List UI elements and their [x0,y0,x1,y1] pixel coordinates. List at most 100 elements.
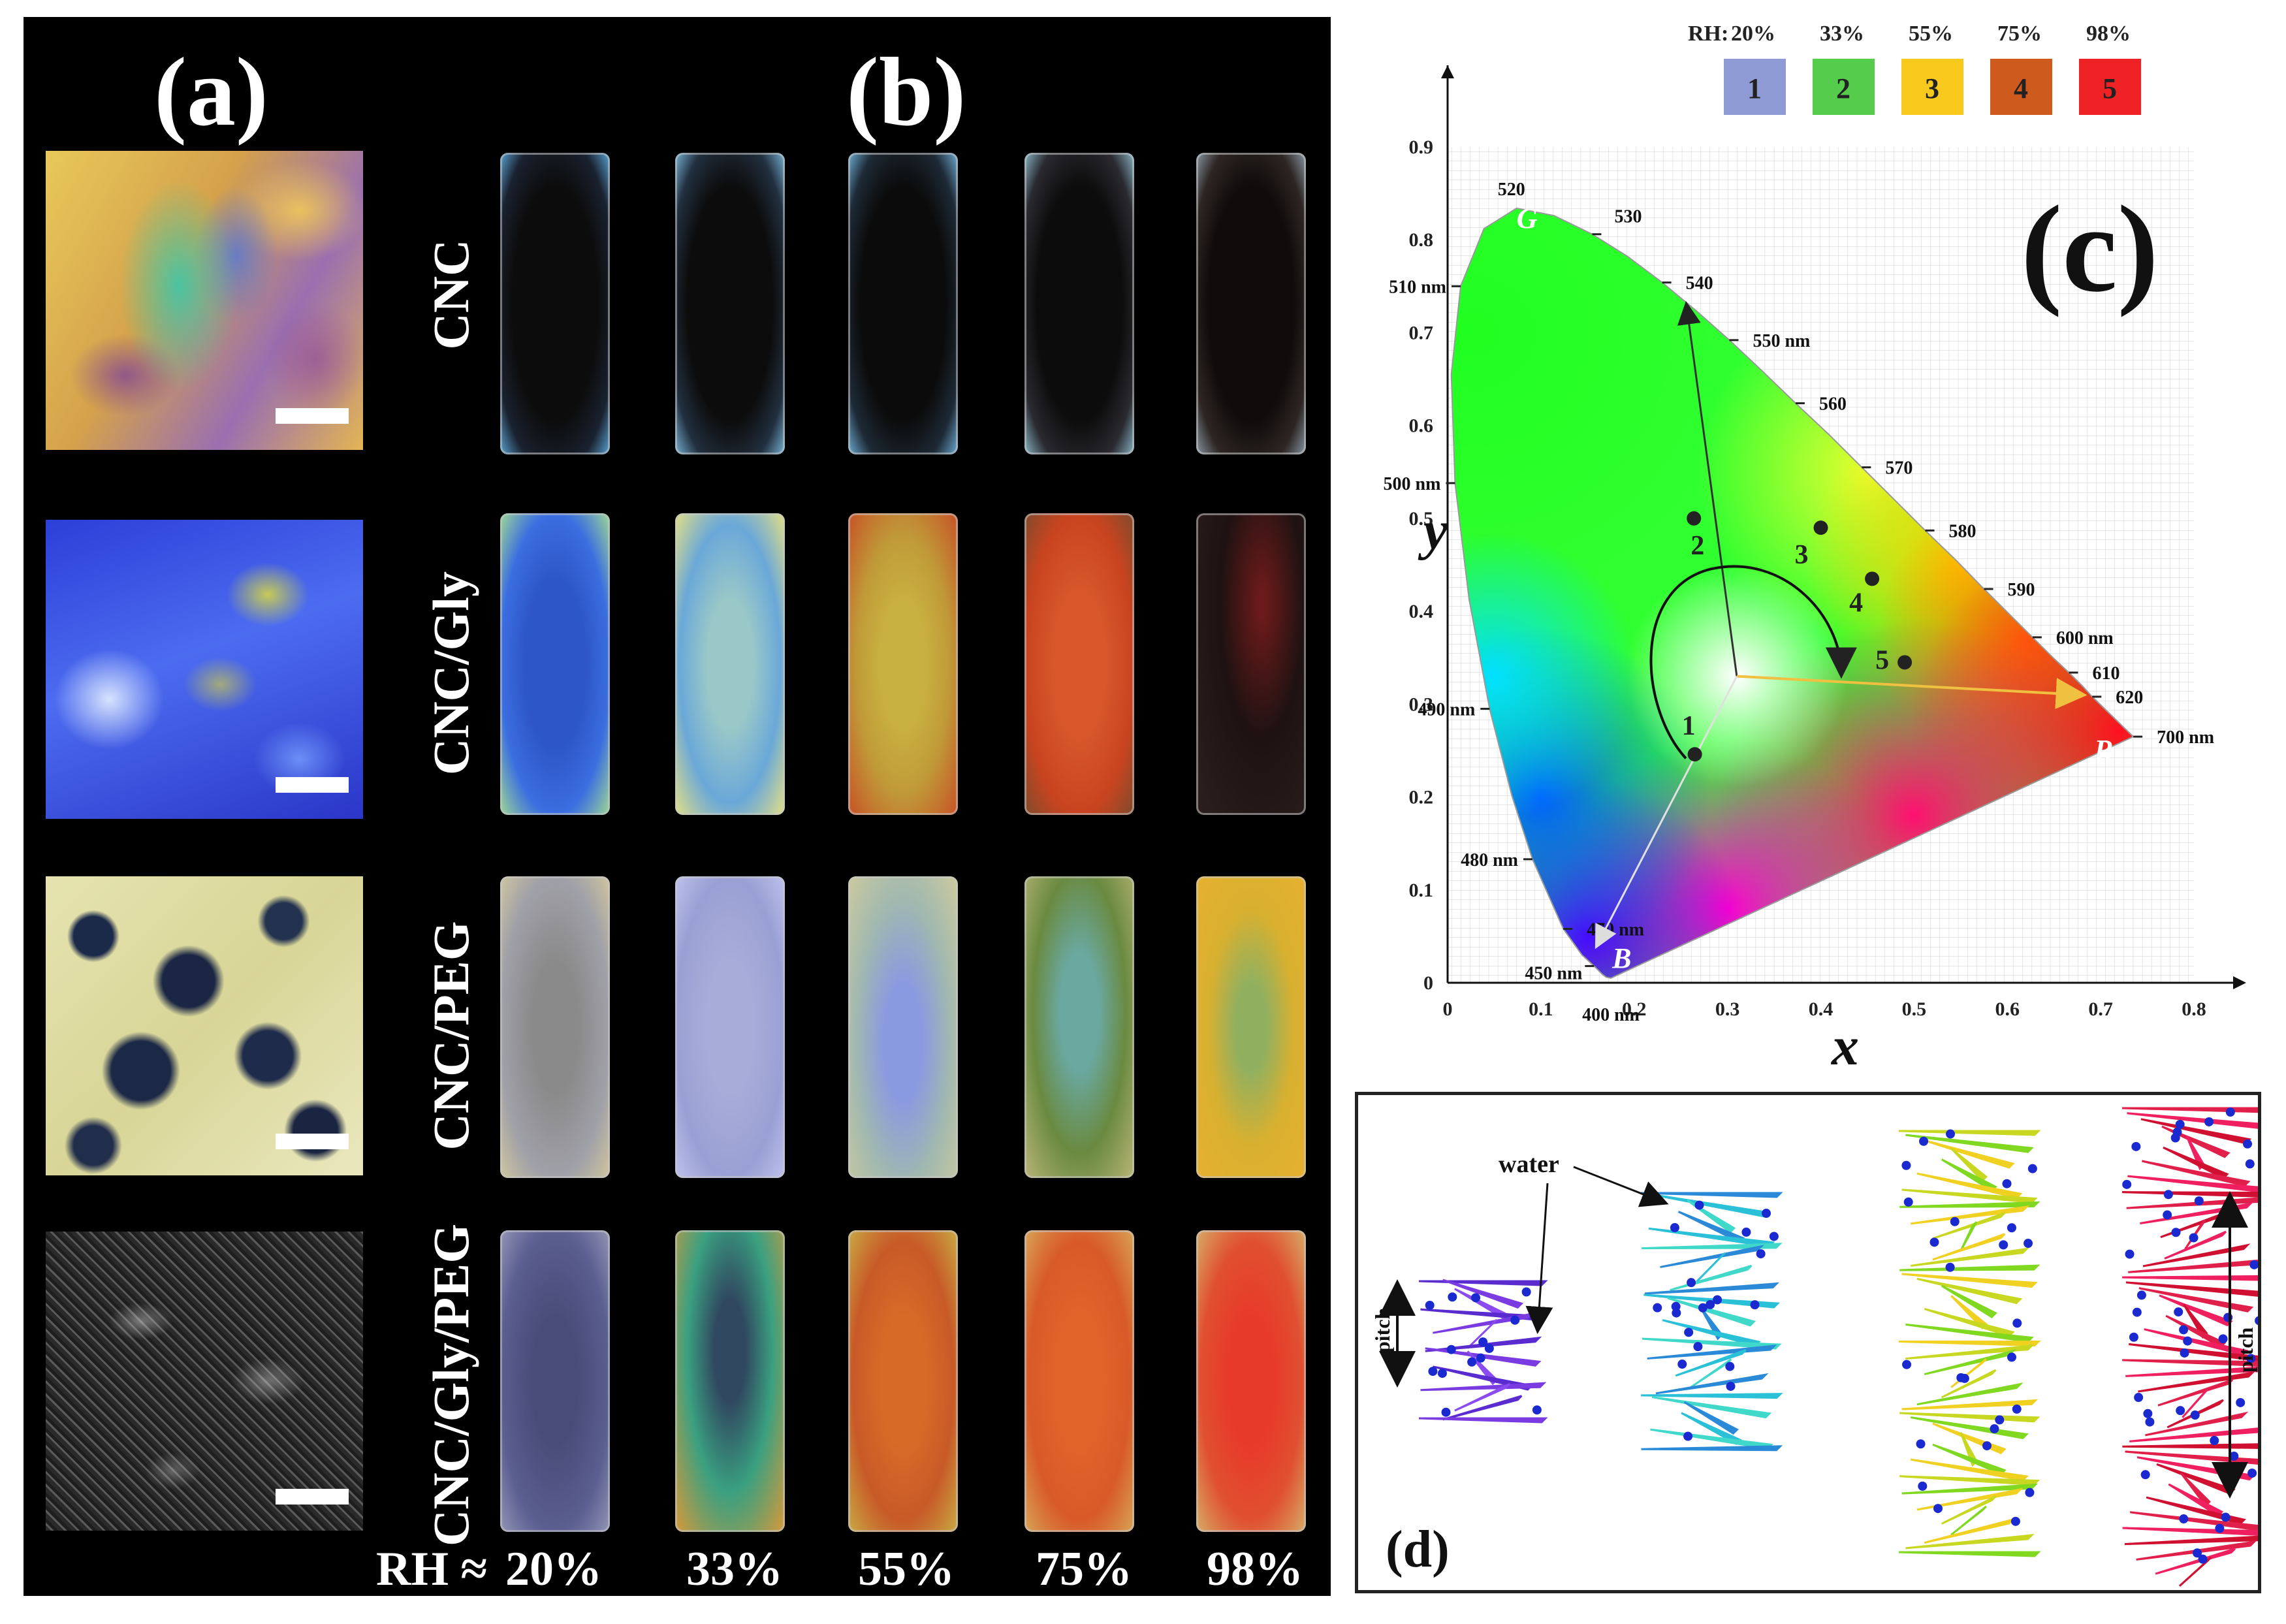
water-molecule [2024,1239,2033,1249]
water-molecule [2122,1179,2132,1189]
cnc-rod [1941,1284,1997,1318]
micrograph-cnc-peg [46,876,363,1175]
cnc-rod [1916,1382,2024,1406]
wavelength-label: 450 nm [1525,963,1582,983]
cnc-rod [1454,1382,1511,1412]
water-molecule [2194,1196,2204,1206]
cnc-rod [1899,1475,2040,1486]
water-molecule [1467,1357,1477,1367]
film-cnc-gly-peg-75 [1024,1230,1134,1532]
wavelength-label: 540 [1686,274,1713,294]
legend-num-2: 2 [1836,72,1850,104]
cnc-rod [1648,1227,1775,1248]
cnc-rod [2122,1275,2258,1281]
wavelength-label: 530 [1614,207,1642,227]
cnc-rod [1898,1130,2041,1136]
cnc-rod [2127,1112,2258,1129]
wavelength-label: 570 [1885,458,1913,479]
film-cnc-98 [1196,153,1306,454]
water-molecule [1950,1217,1960,1226]
water-molecule [1769,1232,1779,1241]
cnc-rod [1650,1428,1773,1450]
film-cnc-gly-98 [1196,513,1306,815]
rh-value-55: 55% [858,1542,955,1596]
film-cnc-gly-peg-33 [675,1230,785,1532]
wavelength-label: 620 [2116,688,2143,708]
rh-value-98: 98% [1207,1542,1303,1596]
cnc-rod [2125,1281,2258,1297]
water-molecule [1929,1237,1939,1247]
vertex-label-b: B [1611,942,1631,974]
cnc-rod [1905,1323,2034,1343]
water-molecule [1713,1295,1722,1305]
wavelength-label: 500 nm [1384,474,1441,494]
water-molecule [1471,1293,1481,1303]
legend-rh-75%: 75% [1997,22,2042,46]
micrograph-cnc [46,151,363,450]
y-tick-label: 0.7 [1409,322,1434,343]
x-axis-arrow [2233,976,2246,989]
wavelength-label: 590 [2008,580,2035,600]
data-point-5 [1897,655,1913,670]
panel-d-letter: (d) [1386,1521,1450,1578]
x-tick-label: 0.3 [1715,998,1740,1020]
water-label: water [1499,1151,1559,1178]
cnc-rod [1655,1373,1769,1395]
water-molecule [1756,1249,1766,1259]
water-molecule [2243,1139,2253,1149]
cnc-rod [1910,1247,2030,1267]
x-tick-label: 0.8 [2182,998,2206,1020]
film-cnc-20 [500,153,610,454]
cnc-rod [2127,1175,2258,1193]
film-cnc-gly-33 [675,513,785,815]
water-molecule [2012,1318,2022,1328]
cnc-rod [1690,1358,1732,1389]
wavelength-label: 520 [1498,180,1525,200]
wavelength-label: 580 [1949,521,1976,541]
water-molecule [2136,1290,2146,1300]
data-point-label-5: 5 [1875,645,1889,675]
water-molecule [1428,1367,1438,1377]
wavelength-label: 600 nm [2056,628,2114,648]
rh-value-75: 75% [1036,1542,1132,1596]
water-molecule [1999,1240,2008,1250]
data-point-label-3: 3 [1795,540,1809,570]
water-molecule [1902,1360,1912,1369]
water-molecule [1677,1360,1687,1369]
water-molecule [2002,1179,2012,1188]
water-molecule [1726,1381,1736,1391]
cnc-rod [1941,1495,1997,1525]
water-molecule [1672,1308,1681,1318]
wavelength-label: 400 nm [1582,1005,1640,1025]
arrow-to-blue [1595,675,1738,949]
cnc-rod [2122,1527,2258,1536]
water-molecule [1750,1300,1760,1310]
cnc-rod [1660,1245,1765,1268]
water-molecule [2025,1488,2035,1497]
cnc-rod [2122,1443,2258,1449]
water-molecule [2247,1468,2257,1478]
cnc-rod [1683,1401,1739,1435]
water-molecule [1945,1262,1955,1272]
film-cnc-gly-20 [500,513,610,815]
x-tick-label: 0.6 [1995,998,2020,1020]
water-molecule [2180,1348,2189,1358]
water-molecule [1741,1227,1751,1237]
cie-chromaticity-chart: 0 0.1 0.2 0.3 0.4 0.5 0.6 0.7 0.8 0 0.1 0.2 0.3 0.4 0… [1384,22,2246,1077]
rh-prefix: RH ≈ [376,1542,488,1596]
cnc-rod [1644,1282,1780,1295]
water-molecule [1762,1209,1771,1218]
data-point-4 [1865,571,1880,586]
cnc-rod [1642,1243,1783,1250]
water-molecule [2245,1159,2255,1169]
rh-value-33: 33% [686,1542,783,1596]
wavelength-label: 560 [1819,394,1847,415]
cnc-rod [1910,1458,2029,1482]
water-molecule [1684,1328,1694,1337]
data-point-3 [1813,520,1828,535]
water-molecule [1510,1315,1520,1325]
water-molecule [1933,1504,1943,1514]
water-molecule [1919,1136,1929,1146]
water-arrow-down [1525,1183,1553,1334]
cnc-rod [1675,1348,1747,1377]
